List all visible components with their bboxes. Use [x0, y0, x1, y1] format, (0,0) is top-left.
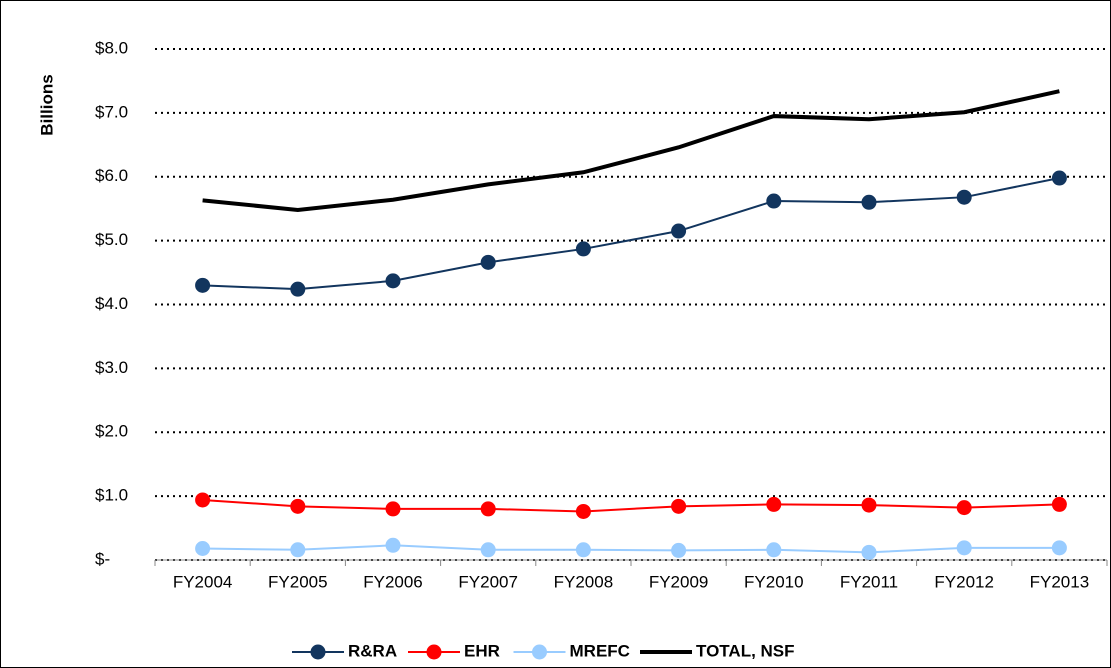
x-tick-label: FY2013 [1030, 572, 1090, 591]
series-line [202, 544, 1060, 554]
point [766, 193, 782, 209]
y-tick-label: $8.0 [95, 38, 128, 57]
point [956, 540, 972, 556]
y-tick-label: $1.0 [95, 486, 128, 505]
y-axis-label: Billions [37, 74, 56, 135]
x-tick-label: FY2008 [554, 572, 614, 591]
point [385, 273, 401, 289]
x-tick-label: FY2004 [173, 572, 233, 591]
series-line [202, 498, 1060, 513]
point [766, 496, 782, 512]
point [385, 537, 401, 553]
point [195, 541, 211, 557]
legend-label: R&RA [348, 641, 397, 660]
y-tick-label: $2.0 [95, 422, 128, 441]
point [290, 281, 306, 297]
legend-label: MREFC [570, 641, 630, 660]
y-tick-label: $5.0 [95, 230, 128, 249]
legend-label: TOTAL, NSF [696, 641, 795, 660]
point [195, 277, 211, 293]
point [1051, 496, 1067, 512]
point [861, 194, 877, 210]
y-tick-label: $3.0 [95, 358, 128, 377]
x-tick-label: FY2007 [458, 572, 518, 591]
point [575, 503, 591, 519]
series-line [202, 89, 1060, 212]
x-tick-label: FY2012 [934, 572, 994, 591]
legend-label: EHR [464, 641, 500, 660]
point [575, 241, 591, 257]
x-tick-label: FY2009 [649, 572, 709, 591]
series-line [202, 177, 1060, 291]
x-tick-label: FY2005 [268, 572, 328, 591]
point [290, 498, 306, 514]
point [575, 542, 591, 558]
x-tick-label: FY2006 [363, 572, 423, 591]
legend-marker [532, 644, 547, 660]
point [861, 544, 877, 560]
point [671, 542, 687, 558]
point [1051, 540, 1067, 556]
point [480, 542, 496, 558]
point [195, 492, 211, 508]
point [480, 254, 496, 270]
y-tick-label: $4.0 [95, 294, 128, 313]
point [290, 542, 306, 558]
point [766, 542, 782, 558]
point [861, 497, 877, 513]
point [956, 189, 972, 205]
point [1051, 170, 1067, 186]
y-tick-label: $7.0 [95, 102, 128, 121]
x-tick-label: FY2010 [744, 572, 804, 591]
legend-marker [310, 644, 326, 660]
point [671, 223, 687, 239]
point [480, 501, 496, 517]
y-tick-label: $6.0 [95, 166, 128, 185]
point [956, 500, 972, 516]
x-tick-label: FY2011 [840, 572, 898, 591]
y-tick-label: $- [95, 549, 110, 568]
legend-marker [426, 644, 442, 660]
point [671, 498, 687, 514]
point [385, 501, 401, 517]
